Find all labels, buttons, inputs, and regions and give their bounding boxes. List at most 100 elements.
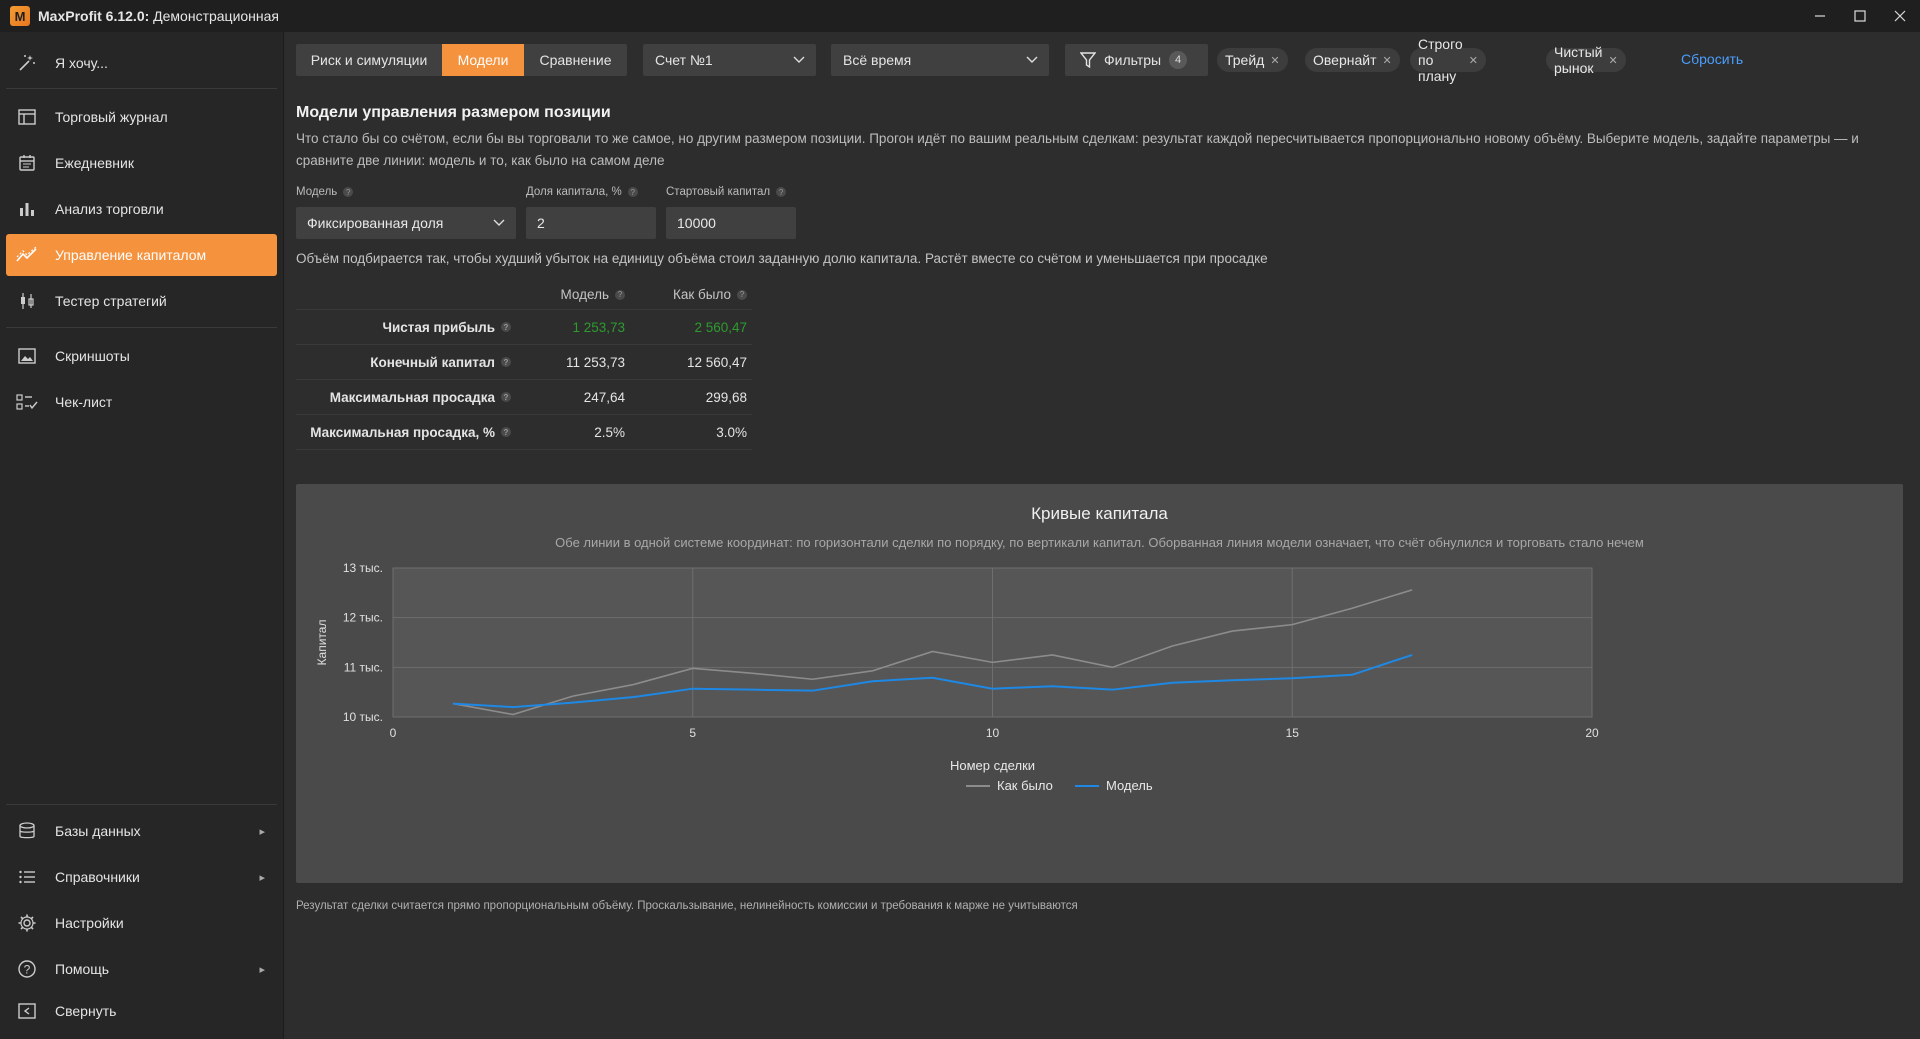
stat-model-value: 1 253,73 — [572, 319, 625, 335]
table-row: Максимальная просадка? 247,64 299,68 — [296, 380, 752, 415]
sidebar-item-trade-journal[interactable]: Торговый журнал — [6, 96, 277, 138]
minimize-button[interactable] — [1800, 0, 1840, 32]
remove-chip-icon[interactable]: ✕ — [1468, 54, 1478, 67]
help-icon: ? — [14, 956, 40, 982]
candlestick-icon — [14, 288, 40, 314]
help-icon[interactable]: ? — [501, 322, 511, 332]
stat-actual-value: 3.0% — [716, 424, 747, 440]
help-icon[interactable]: ? — [615, 289, 625, 300]
remove-chip-icon[interactable]: ✕ — [1608, 54, 1618, 67]
share-field-label: Доля капитала, %? — [526, 186, 638, 198]
help-icon[interactable]: ? — [501, 357, 511, 367]
legend-label: Модель — [1106, 778, 1153, 793]
share-label-text: Доля капитала, % — [526, 186, 622, 198]
model-label-text: Модель — [296, 186, 338, 198]
sidebar-item-label: Чек-лист — [55, 394, 113, 410]
share-input[interactable]: 2 — [526, 207, 656, 239]
sidebar-item-screenshots[interactable]: Скриншоты — [6, 335, 277, 377]
filters-button[interactable]: Фильтры 4 — [1065, 44, 1208, 76]
filter-chip-trade: Трейд ✕ — [1217, 48, 1288, 72]
capital-input[interactable]: 10000 — [666, 207, 796, 239]
sidebar-item-checklist[interactable]: Чек-лист — [6, 381, 277, 423]
sidebar-item-label: Базы данных — [55, 823, 141, 839]
sidebar-item-databases[interactable]: Базы данных ▸ — [6, 810, 277, 852]
bar-chart-icon — [14, 196, 40, 222]
line-chart-icon — [14, 242, 40, 268]
sidebar-item-strategy-tester[interactable]: Тестер стратегий — [6, 280, 277, 322]
sidebar-divider — [6, 88, 277, 89]
series-line-actual — [452, 589, 1413, 716]
page-description: Что стало бы со счётом, если бы вы торго… — [296, 131, 1859, 168]
filter-chip-overnight: Овернайт ✕ — [1305, 48, 1400, 72]
magic-wand-icon — [14, 50, 40, 76]
sidebar-item-diary[interactable]: Ежедневник — [6, 142, 277, 184]
filter-chip-label: Чистый рынок — [1554, 44, 1603, 76]
stat-model-value: 2.5% — [594, 424, 625, 440]
app-mode: Демонстрационная — [153, 8, 280, 24]
sidebar-item-label: Тестер стратегий — [55, 293, 167, 309]
sidebar-item-settings[interactable]: Настройки — [6, 902, 277, 944]
sidebar-item-help[interactable]: ? Помощь ▸ — [6, 948, 277, 990]
chevron-right-icon: ▸ — [259, 825, 265, 838]
filters-label: Фильтры — [1104, 52, 1162, 68]
window-title: MaxProfit 6.12.0: Демонстрационная — [38, 8, 279, 24]
stats-table: Модель? Как было? Чистая прибыль? 1 253,… — [296, 280, 752, 450]
model-select-value: Фиксированная доля — [307, 215, 444, 231]
view-tabs: Риск и симуляции Модели Сравнение — [296, 44, 627, 76]
filter-chip-label: Трейд — [1225, 52, 1265, 68]
filter-chip-label: Овернайт — [1313, 52, 1377, 68]
sidebar-item-i-want[interactable]: Я хочу... — [6, 42, 277, 84]
tab-comparison[interactable]: Сравнение — [539, 52, 612, 68]
help-icon[interactable]: ? — [501, 392, 511, 402]
x-tick-label: 10 — [986, 726, 1000, 740]
help-icon[interactable]: ? — [737, 289, 747, 300]
filter-chip-clean-market: Чистый рынок ✕ — [1546, 44, 1626, 76]
remove-chip-icon[interactable]: ✕ — [1270, 54, 1280, 67]
chart-title: Кривые капитала — [1031, 504, 1168, 523]
tab-risk-simulations[interactable]: Риск и симуляции — [310, 52, 428, 68]
sidebar-item-references[interactable]: Справочники ▸ — [6, 856, 277, 898]
chart-subtitle: Обе линии в одной системе координат: по … — [555, 535, 1644, 550]
sidebar-item-label: Анализ торговли — [55, 201, 164, 217]
stats-col-model: Модель? — [525, 280, 625, 309]
y-axis-label: Капитал — [315, 620, 329, 666]
sidebar-item-label: Я хочу... — [55, 55, 108, 71]
sidebar-item-collapse[interactable]: Свернуть — [6, 990, 277, 1032]
table-row: Конечный капитал? 11 253,73 12 560,47 — [296, 345, 752, 380]
account-select-value: Счет №1 — [655, 52, 713, 68]
list-icon — [14, 864, 40, 890]
stats-col-actual: Как было? — [636, 280, 747, 309]
tab-models[interactable]: Модели — [442, 44, 524, 76]
account-select[interactable]: Счет №1 — [643, 44, 816, 76]
help-icon[interactable]: ? — [343, 187, 354, 197]
y-tick-label: 13 тыс. — [343, 561, 383, 575]
help-icon[interactable]: ? — [776, 187, 787, 197]
sidebar-item-capital-management[interactable]: Управление капиталом — [6, 234, 277, 276]
stat-actual-value: 299,68 — [705, 389, 747, 405]
sidebar-item-label: Настройки — [55, 915, 124, 931]
period-select-value: Всё время — [843, 52, 912, 68]
maximize-button[interactable] — [1840, 0, 1880, 32]
remove-chip-icon[interactable]: ✕ — [1382, 54, 1392, 67]
filter-chip-label: Строго по плану — [1418, 36, 1463, 84]
sidebar-item-label: Справочники — [55, 869, 140, 885]
stat-actual-value: 2 560,47 — [694, 319, 747, 335]
period-select[interactable]: Всё время — [831, 44, 1049, 76]
col-actual-label: Как было — [672, 287, 731, 302]
capital-field-label: Стартовый капитал? — [666, 186, 787, 198]
sidebar-item-label: Ежедневник — [55, 155, 134, 171]
legend-label: Как было — [997, 778, 1053, 793]
help-icon[interactable]: ? — [627, 187, 638, 197]
equity-chart-panel: Кривые капитала Обе линии в одной систем… — [296, 484, 1903, 883]
help-icon[interactable]: ? — [501, 427, 511, 437]
stat-label: Максимальная просадка? — [296, 380, 511, 414]
chevron-down-icon — [493, 219, 505, 226]
sidebar-item-trade-analysis[interactable]: Анализ торговли — [6, 188, 277, 230]
model-select[interactable]: Фиксированная доля — [296, 207, 516, 239]
series-line-model — [452, 653, 1413, 709]
window-controls — [1800, 0, 1920, 32]
stat-label: Максимальная просадка, %? — [296, 415, 511, 449]
close-button[interactable] — [1880, 0, 1920, 32]
image-icon — [14, 343, 40, 369]
reset-filters-link[interactable]: Сбросить — [1681, 51, 1744, 67]
